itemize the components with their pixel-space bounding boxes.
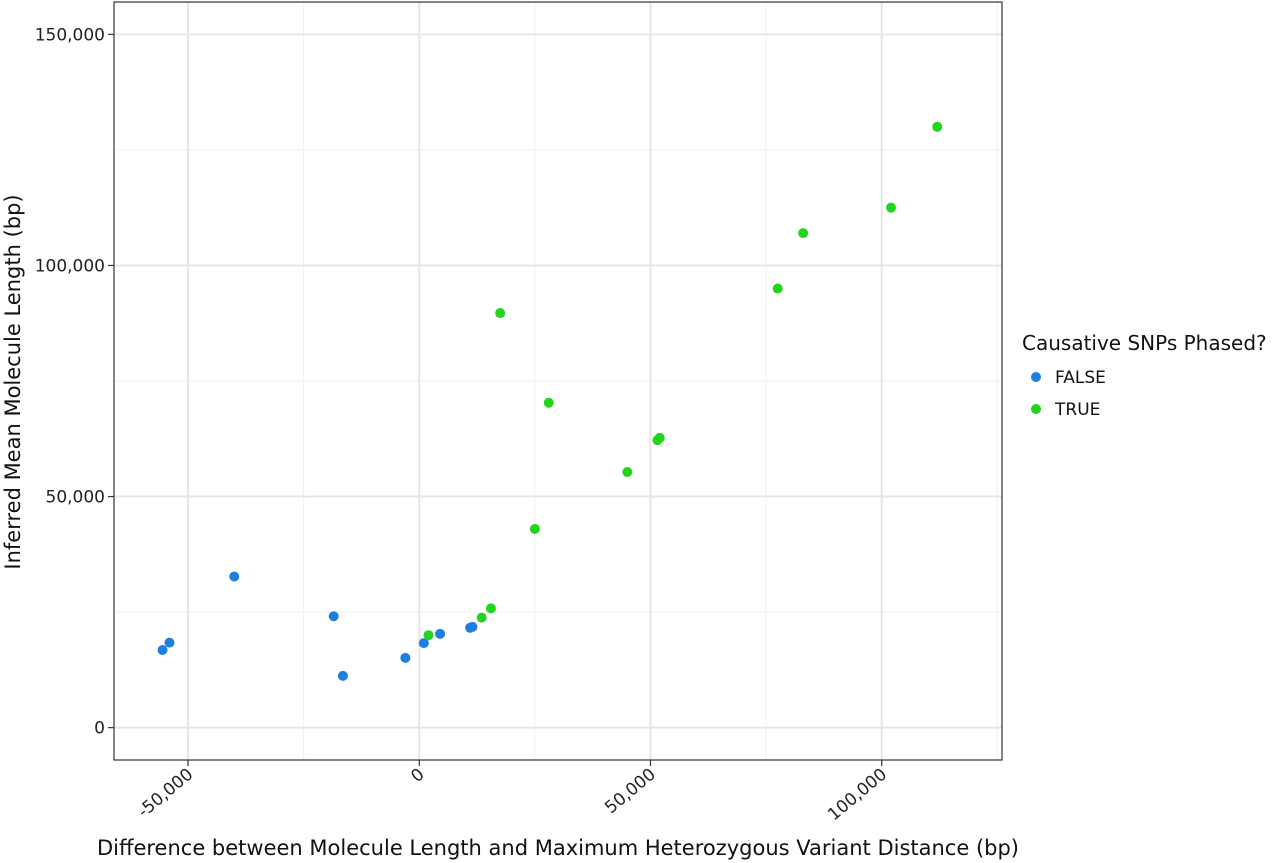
point-false-7 [435,628,446,639]
x-tick-label-2: 50,000 [601,765,659,819]
y-tick-label-0: 0 [94,719,105,739]
x-tick-label-0: -50,000 [134,765,197,823]
point-false-6 [418,638,429,649]
legend-label-false: FALSE [1055,368,1106,388]
legend: Causative SNPs Phased? FALSE TRUE [1022,331,1267,420]
point-false-9 [467,621,478,632]
point-false-3 [328,611,339,622]
point-true-2 [485,603,496,614]
point-true-4 [529,523,540,534]
point-true-0 [423,630,434,641]
point-true-11 [886,202,896,213]
legend-marker-false [1031,372,1041,382]
y-tick-label-2: 100,000 [35,256,105,276]
data-points [157,121,943,681]
x-axis-title: Difference between Molecule Length and M… [97,836,1019,860]
point-false-4 [337,670,348,681]
x-axis: -50,000 0 50,000 100,000 [134,760,891,825]
legend-marker-true [1031,404,1041,414]
point-true-9 [772,283,783,294]
point-false-1 [164,637,175,648]
point-true-6 [622,467,633,478]
point-true-3 [495,308,506,319]
x-tick-label-3: 100,000 [824,765,891,826]
point-true-10 [798,228,809,239]
point-true-5 [543,397,554,408]
y-axis: 0 50,000 100,000 150,000 [35,25,114,739]
y-tick-label-3: 150,000 [35,25,105,45]
grid [114,2,1002,760]
point-false-5 [400,652,411,663]
y-axis-title: Inferred Mean Molecule Length (bp) [1,194,25,569]
point-true-1 [476,612,487,623]
point-true-8 [654,432,665,443]
legend-label-true: TRUE [1054,400,1100,420]
legend-title: Causative SNPs Phased? [1022,331,1267,355]
point-true-12 [932,121,943,132]
x-tick-label-1: 0 [407,765,428,787]
y-tick-label-1: 50,000 [46,488,105,508]
plot-panel-border [113,1,1003,761]
point-false-0 [157,644,168,655]
point-false-2 [229,571,240,582]
